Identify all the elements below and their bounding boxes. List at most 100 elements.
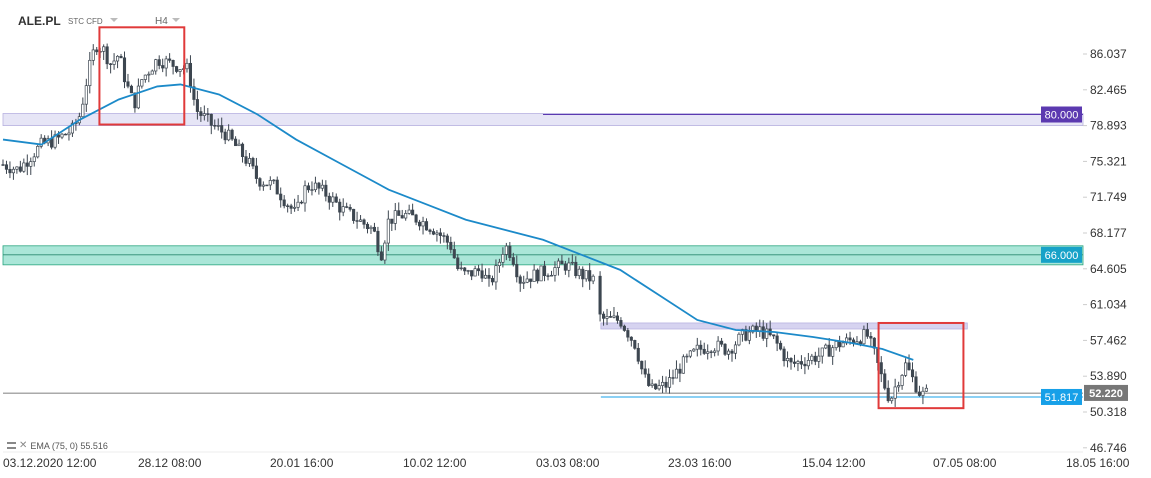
candle-body (473, 268, 477, 277)
y-tick-label: 61.034 (1090, 298, 1127, 312)
close-icon[interactable]: ✕ (19, 440, 28, 451)
candle-body (574, 261, 578, 277)
candle-body (192, 86, 196, 100)
candle-body (921, 390, 925, 396)
candle-body (726, 350, 731, 355)
candle-body (827, 344, 831, 357)
candle-body (8, 168, 12, 174)
ema-legend: ✕ EMA (75, 0) 55.516 (7, 440, 108, 451)
instrument-caret-icon[interactable] (110, 18, 118, 22)
candle-body (369, 226, 373, 230)
candle-body (494, 265, 498, 283)
candle-body (345, 206, 349, 208)
candle-body (60, 133, 64, 138)
candle-body (220, 125, 224, 133)
candle-body (32, 156, 36, 162)
candle-body (4, 164, 9, 170)
x-tick-label: 23.03 16:00 (668, 456, 732, 470)
timeframe-caret-icon[interactable] (172, 18, 180, 22)
candle-body (553, 267, 557, 276)
x-tick-label: 10.02 12:00 (403, 456, 467, 470)
candle-body (164, 58, 168, 69)
candle-body (838, 341, 842, 348)
candle-body (862, 329, 866, 345)
y-tick-label: 46.746 (1090, 441, 1127, 455)
candle-body (348, 207, 352, 210)
candle-body (227, 129, 231, 141)
candle-body (313, 182, 317, 191)
price-tag-label: 51.817 (1045, 392, 1079, 404)
candle-body (522, 281, 526, 284)
x-tick-label: 03.03 08:00 (536, 456, 600, 470)
candle-body (865, 329, 869, 337)
candle-body (129, 85, 133, 94)
candle-body (796, 361, 800, 364)
candle-body (737, 333, 741, 346)
price-tag-label: 80.000 (1045, 110, 1079, 122)
candle-body (858, 341, 862, 345)
candle-body (411, 209, 415, 216)
candle-body (230, 129, 234, 140)
candle-body (206, 113, 210, 115)
candle-body (84, 85, 88, 105)
candle-body (376, 230, 380, 253)
candle-body (25, 162, 29, 167)
resistance-zone (600, 322, 968, 330)
candle-body (699, 344, 703, 350)
candle-body (567, 262, 571, 271)
price-tag-bg (1041, 388, 1082, 405)
candle-body (102, 46, 106, 52)
candle-body (490, 277, 495, 283)
candle-body (483, 274, 488, 279)
candle-body (893, 386, 897, 399)
instrument-type-dropdown[interactable]: STC CFD (68, 17, 103, 26)
candle-body (56, 134, 61, 138)
candle-body (702, 348, 706, 354)
candle-body (352, 208, 356, 221)
candle-body (532, 269, 536, 282)
candle-body (88, 59, 92, 87)
candle-body (713, 350, 717, 353)
candle-body (782, 348, 786, 362)
candle-body (640, 360, 644, 370)
candle-body (95, 49, 99, 53)
candle-body (716, 340, 720, 352)
candle-body (81, 103, 85, 118)
candle-body (470, 270, 474, 277)
candle-body (435, 232, 439, 235)
candle-body (897, 385, 901, 388)
candle-body (310, 189, 314, 191)
x-tick-label: 03.12.2020 12:00 (3, 456, 97, 470)
candle-body (577, 268, 581, 277)
candle-body (692, 348, 696, 352)
resistance-zone (2, 113, 1084, 127)
candle-body (154, 59, 158, 72)
candle-body (542, 265, 547, 277)
candle-body (619, 320, 623, 327)
candle-body (546, 275, 550, 277)
candle-body (758, 326, 762, 332)
candle-body (70, 122, 74, 134)
candle-body (386, 218, 390, 244)
candle-body (667, 377, 672, 388)
y-tick-label: 68.177 (1090, 226, 1127, 240)
candle-body (799, 361, 803, 365)
timeframe-dropdown[interactable]: H4 (155, 16, 168, 27)
candle-body (602, 313, 606, 319)
candle-body (188, 62, 193, 88)
candle-body (654, 383, 658, 390)
candle-body (615, 315, 619, 321)
settings-icon[interactable] (7, 442, 16, 449)
candle-body (109, 63, 113, 65)
candle-body (664, 381, 668, 388)
candle-body (629, 336, 633, 341)
price-tag-label: 66.000 (1045, 250, 1079, 262)
candle-body (195, 99, 199, 112)
current-price-bg (1084, 384, 1128, 401)
x-tick-label: 28.12 08:00 (138, 456, 202, 470)
candle-body (466, 270, 470, 272)
candle-body (175, 66, 179, 72)
candle-body (890, 397, 894, 402)
candle-body (636, 347, 640, 362)
